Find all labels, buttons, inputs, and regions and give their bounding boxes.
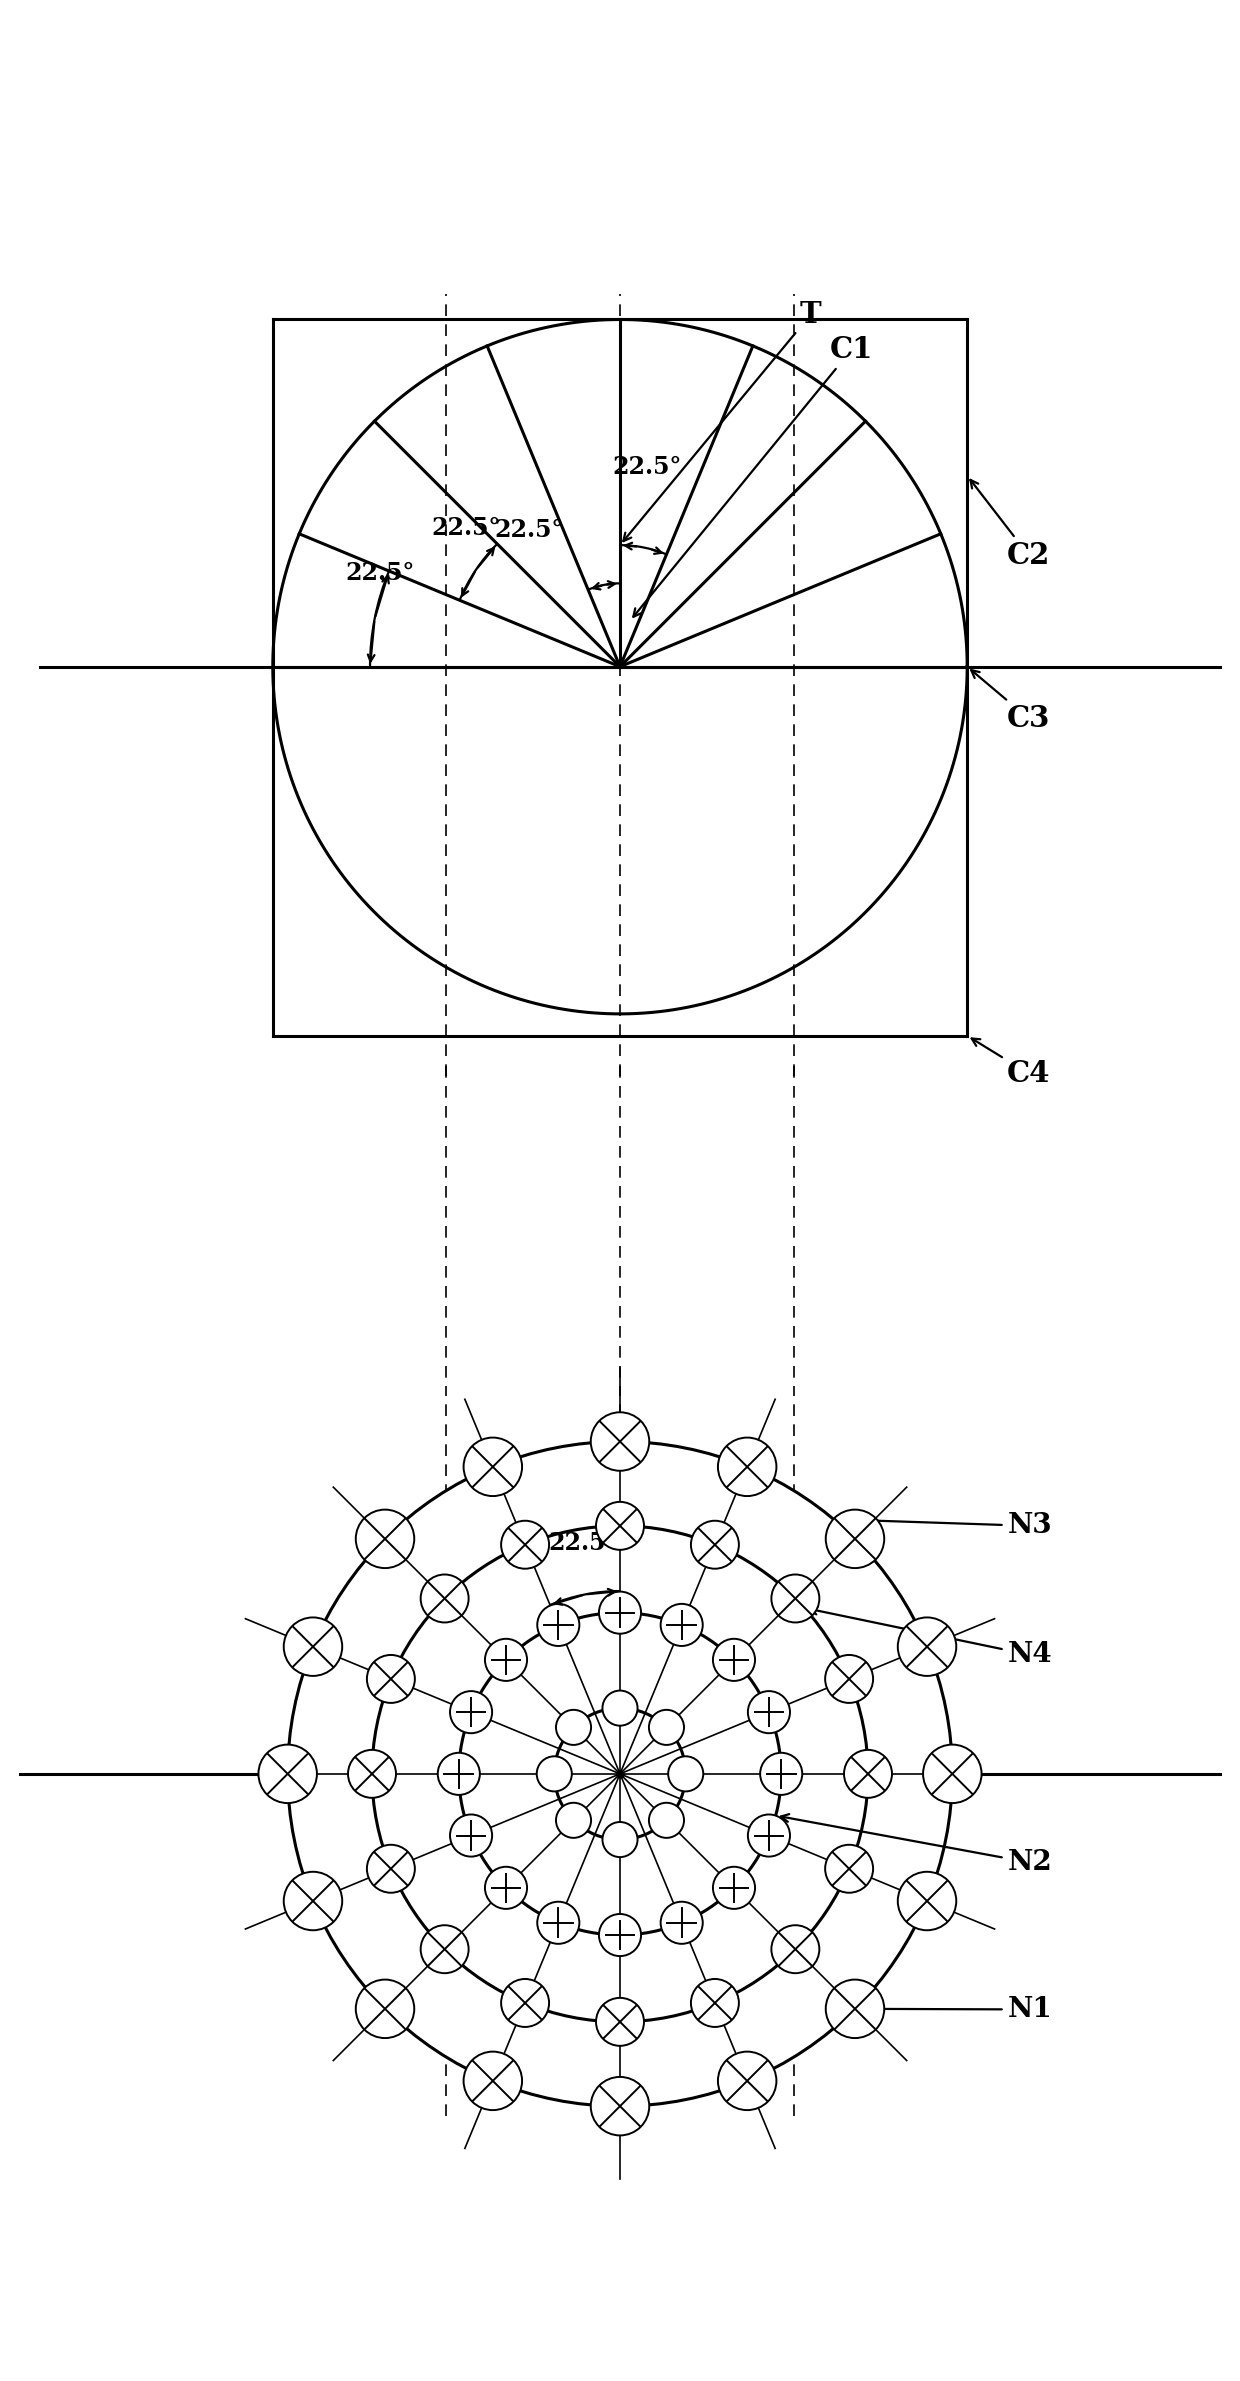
Circle shape — [420, 1926, 469, 1974]
Circle shape — [356, 1979, 414, 2038]
Text: N2: N2 — [781, 1814, 1052, 1876]
Circle shape — [596, 1502, 644, 1550]
Circle shape — [826, 1979, 884, 2038]
Circle shape — [599, 1914, 641, 1957]
Circle shape — [556, 1710, 591, 1745]
Circle shape — [590, 1412, 650, 1471]
Circle shape — [923, 1745, 982, 1802]
Circle shape — [760, 1752, 802, 1795]
Circle shape — [438, 1752, 480, 1795]
Text: N1: N1 — [861, 1995, 1052, 2024]
Text: 22.5°: 22.5° — [345, 562, 414, 586]
Circle shape — [367, 1655, 415, 1702]
Circle shape — [844, 1750, 892, 1798]
Circle shape — [258, 1745, 317, 1802]
Text: C3: C3 — [971, 669, 1050, 733]
Circle shape — [554, 1707, 686, 1841]
Circle shape — [367, 1845, 415, 1893]
Circle shape — [825, 1845, 873, 1893]
Circle shape — [713, 1867, 755, 1910]
Text: 22.5°: 22.5° — [432, 517, 501, 540]
Text: 22.5°: 22.5° — [549, 1531, 618, 1555]
Circle shape — [771, 1926, 820, 1974]
Text: C2: C2 — [971, 481, 1050, 569]
Circle shape — [649, 1802, 684, 1838]
Text: 22.5°: 22.5° — [494, 519, 563, 543]
Circle shape — [691, 1521, 739, 1569]
Text: 22.5°: 22.5° — [613, 455, 682, 479]
Circle shape — [284, 1871, 342, 1931]
Circle shape — [668, 1757, 703, 1791]
Circle shape — [284, 1617, 342, 1676]
Circle shape — [718, 1438, 776, 1495]
Circle shape — [771, 1574, 820, 1621]
Circle shape — [661, 1902, 703, 1943]
Circle shape — [501, 1521, 549, 1569]
Circle shape — [288, 1441, 952, 2107]
Circle shape — [596, 1998, 644, 2045]
Circle shape — [898, 1871, 956, 1931]
Circle shape — [748, 1814, 790, 1857]
Circle shape — [485, 1867, 527, 1910]
Circle shape — [603, 1691, 637, 1726]
Circle shape — [420, 1574, 469, 1621]
Circle shape — [537, 1902, 579, 1943]
Circle shape — [748, 1691, 790, 1733]
Circle shape — [556, 1802, 591, 1838]
Circle shape — [649, 1710, 684, 1745]
Circle shape — [356, 1510, 414, 1569]
Circle shape — [691, 1979, 739, 2026]
Circle shape — [590, 2076, 650, 2136]
Circle shape — [713, 1638, 755, 1681]
Circle shape — [464, 2052, 522, 2110]
Text: N4: N4 — [810, 1607, 1052, 1669]
Circle shape — [537, 1757, 572, 1791]
Text: C1: C1 — [634, 336, 873, 617]
Circle shape — [501, 1979, 549, 2026]
Circle shape — [825, 1655, 873, 1702]
Text: N3: N3 — [839, 1512, 1052, 1541]
Circle shape — [459, 1612, 781, 1936]
Circle shape — [464, 1438, 522, 1495]
Circle shape — [599, 1591, 641, 1633]
Circle shape — [485, 1638, 527, 1681]
Circle shape — [826, 1510, 884, 1569]
Text: T: T — [624, 300, 822, 540]
Text: C4: C4 — [972, 1038, 1050, 1088]
Circle shape — [372, 1526, 868, 2021]
Circle shape — [537, 1605, 579, 1645]
Circle shape — [450, 1691, 492, 1733]
Circle shape — [348, 1750, 396, 1798]
Circle shape — [450, 1814, 492, 1857]
Circle shape — [661, 1605, 703, 1645]
Circle shape — [718, 2052, 776, 2110]
Circle shape — [898, 1617, 956, 1676]
Circle shape — [603, 1821, 637, 1857]
